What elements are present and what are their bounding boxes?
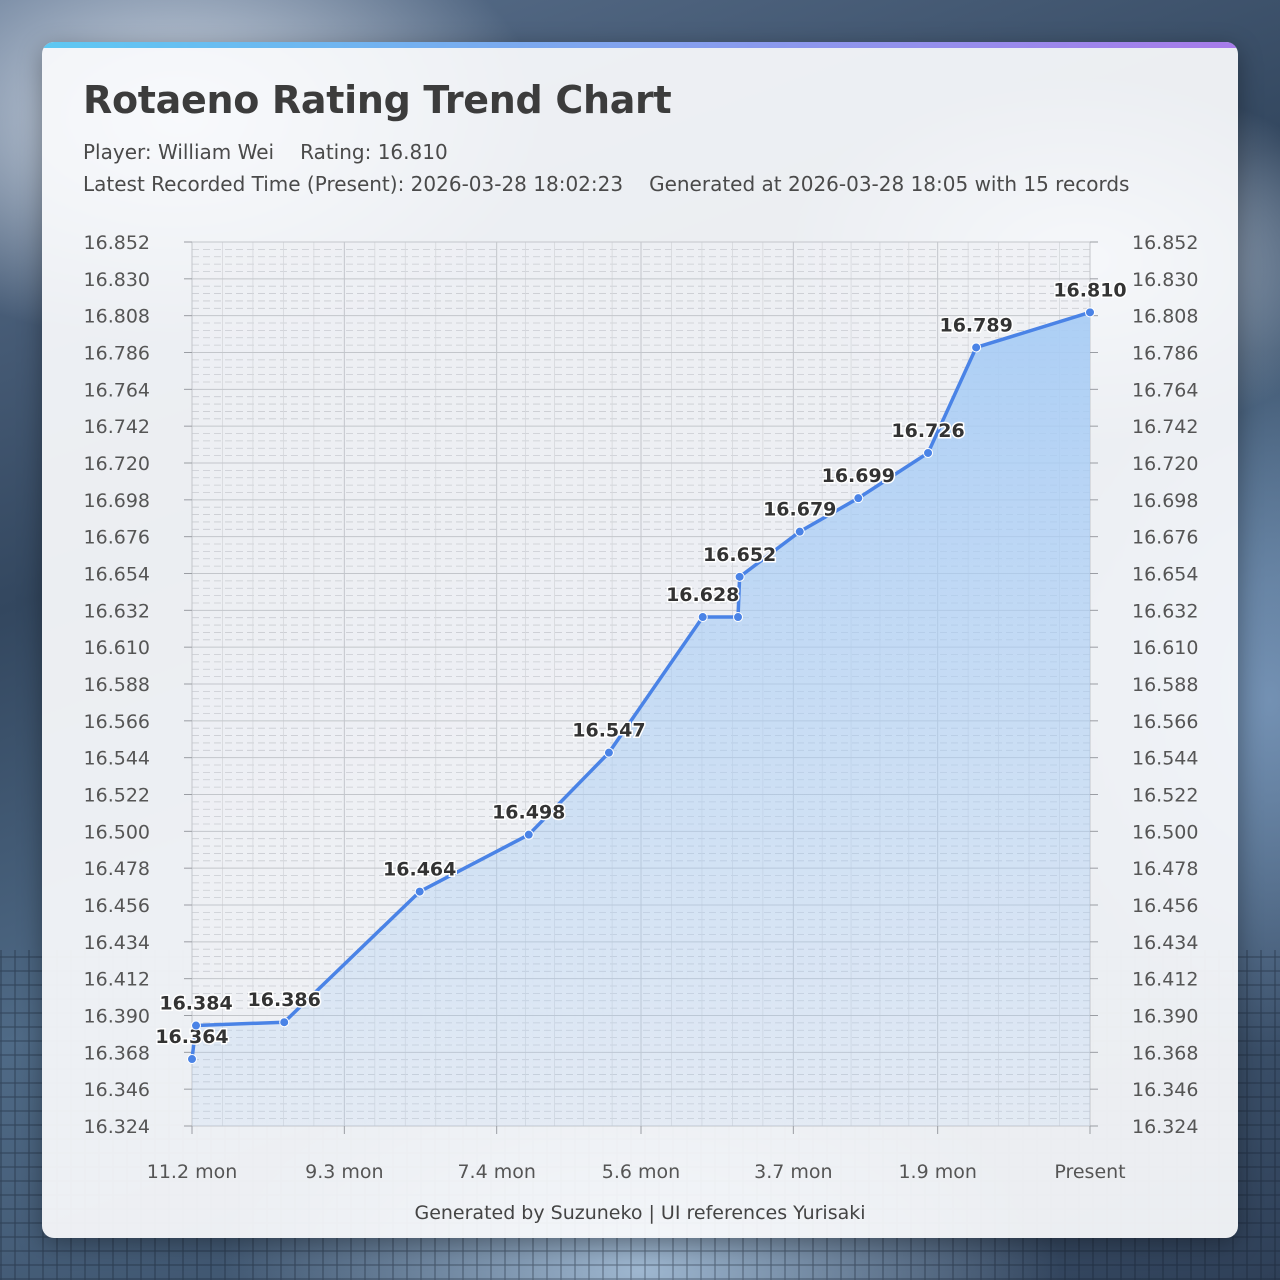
y-tick-label-right: 16.588 bbox=[1132, 674, 1198, 696]
data-label: 16.547 bbox=[572, 720, 645, 742]
y-tick-label-left: 16.676 bbox=[84, 527, 150, 549]
y-tick-label-right: 16.676 bbox=[1132, 527, 1198, 549]
y-tick-label-right: 16.456 bbox=[1132, 895, 1198, 917]
player-info-line: Player: William Wei Rating: 16.810 bbox=[83, 140, 448, 164]
data-point bbox=[191, 1020, 202, 1031]
data-label: 16.789 bbox=[939, 314, 1012, 336]
y-tick-label-right: 16.852 bbox=[1132, 232, 1198, 254]
y-tick-label-left: 16.610 bbox=[84, 637, 150, 659]
y-tick-label-right: 16.698 bbox=[1132, 490, 1198, 512]
y-tick-label-left: 16.786 bbox=[84, 343, 150, 365]
y-tick-label-left: 16.764 bbox=[84, 379, 150, 401]
y-tick-label-right: 16.566 bbox=[1132, 711, 1198, 733]
y-tick-label-left: 16.830 bbox=[84, 269, 150, 291]
y-tick-label-left: 16.544 bbox=[84, 748, 150, 770]
data-point bbox=[971, 342, 982, 353]
y-tick-label-right: 16.764 bbox=[1132, 379, 1198, 401]
data-label: 16.628 bbox=[666, 584, 739, 606]
x-tick-label: 3.7 mon bbox=[754, 1161, 832, 1183]
y-tick-label-left: 16.390 bbox=[84, 1006, 150, 1028]
y-tick-label-right: 16.632 bbox=[1132, 600, 1198, 622]
y-tick-label-left: 16.346 bbox=[84, 1079, 150, 1101]
rating-label: Rating: 16.810 bbox=[300, 140, 448, 164]
y-tick-label-left: 16.654 bbox=[84, 564, 150, 586]
y-tick-label-right: 16.610 bbox=[1132, 637, 1198, 659]
data-label: 16.498 bbox=[492, 802, 565, 824]
series-line bbox=[190, 310, 1091, 1060]
player-label: Player: William Wei bbox=[83, 140, 275, 164]
x-tick-label: 7.4 mon bbox=[457, 1161, 535, 1183]
y-tick-label-left: 16.434 bbox=[84, 932, 150, 954]
data-point bbox=[794, 526, 805, 537]
data-label: 16.726 bbox=[891, 420, 964, 442]
y-tick-label-left: 16.808 bbox=[84, 306, 150, 328]
generated-label: Generated at 2026-03-28 18:05 with 15 re… bbox=[649, 172, 1130, 196]
data-point bbox=[734, 571, 745, 582]
data-point bbox=[523, 829, 534, 840]
chart-title: Rotaeno Rating Trend Chart bbox=[83, 78, 672, 122]
data-point bbox=[853, 493, 864, 504]
y-tick-label-right: 16.390 bbox=[1132, 1006, 1198, 1028]
y-tick-label-right: 16.324 bbox=[1132, 1116, 1198, 1138]
y-tick-label-left: 16.522 bbox=[84, 785, 150, 807]
y-tick-label-left: 16.742 bbox=[84, 416, 150, 438]
axis-ticks bbox=[184, 241, 1098, 1134]
area-fill bbox=[192, 312, 1090, 1126]
y-tick-label-right: 16.786 bbox=[1132, 343, 1198, 365]
x-tick-label: 1.9 mon bbox=[898, 1161, 976, 1183]
y-tick-label-left: 16.478 bbox=[84, 858, 150, 880]
y-tick-label-right: 16.346 bbox=[1132, 1079, 1198, 1101]
data-label: 16.384 bbox=[159, 993, 232, 1015]
y-tick-label-left: 16.566 bbox=[84, 711, 150, 733]
data-label: 16.810 bbox=[1053, 279, 1126, 301]
x-tick-label: 5.6 mon bbox=[602, 1161, 680, 1183]
time-info-line: Latest Recorded Time (Present): 2026-03-… bbox=[83, 172, 1129, 196]
y-tick-label-right: 16.830 bbox=[1132, 269, 1198, 291]
y-tick-label-left: 16.324 bbox=[84, 1116, 150, 1138]
data-label: 16.652 bbox=[703, 544, 776, 566]
y-tick-label-right: 16.654 bbox=[1132, 564, 1198, 586]
data-point bbox=[1085, 307, 1095, 318]
accent-bar bbox=[42, 42, 1238, 48]
y-tick-label-left: 16.412 bbox=[84, 969, 150, 991]
y-tick-label-left: 16.456 bbox=[84, 895, 150, 917]
y-tick-label-left: 16.588 bbox=[84, 674, 150, 696]
y-tick-label-right: 16.544 bbox=[1132, 748, 1198, 770]
y-tick-label-left: 16.698 bbox=[84, 490, 150, 512]
data-label: 16.679 bbox=[763, 499, 836, 521]
data-point bbox=[733, 612, 744, 623]
data-point bbox=[187, 1054, 197, 1065]
chart-card: Rotaeno Rating Trend Chart Player: Willi… bbox=[42, 42, 1238, 1238]
y-tick-label-left: 16.500 bbox=[84, 821, 150, 843]
y-tick-label-left: 16.632 bbox=[84, 600, 150, 622]
rating-line-chart: 16.852 16.852 16.830 16.830 16.808 16.808 16.7… bbox=[84, 232, 1199, 1183]
y-tick-label-left: 16.368 bbox=[84, 1042, 150, 1064]
footer-credit: Generated by Suzuneko | UI references Yu… bbox=[414, 1202, 866, 1224]
y-tick-label-right: 16.500 bbox=[1132, 821, 1198, 843]
x-tick-label: 11.2 mon bbox=[147, 1161, 238, 1183]
data-label: 16.386 bbox=[248, 989, 321, 1011]
latest-time-label: Latest Recorded Time (Present): 2026-03-… bbox=[83, 172, 624, 196]
y-tick-label-right: 16.412 bbox=[1132, 969, 1198, 991]
y-tick-label-right: 16.478 bbox=[1132, 858, 1198, 880]
y-tick-label-right: 16.808 bbox=[1132, 306, 1198, 328]
data-point bbox=[923, 447, 934, 458]
data-label: 16.464 bbox=[383, 859, 456, 881]
data-label: 16.699 bbox=[822, 465, 895, 487]
y-tick-label-right: 16.720 bbox=[1132, 453, 1198, 475]
y-tick-label-right: 16.434 bbox=[1132, 932, 1198, 954]
data-point bbox=[414, 886, 425, 897]
x-tick-label: 9.3 mon bbox=[305, 1161, 383, 1183]
data-point bbox=[603, 747, 614, 758]
x-tick-label: Present bbox=[1054, 1161, 1125, 1183]
data-label: 16.364 bbox=[155, 1026, 228, 1048]
y-tick-label-left: 16.852 bbox=[84, 232, 150, 254]
y-tick-label-right: 16.742 bbox=[1132, 416, 1198, 438]
data-point bbox=[279, 1017, 290, 1028]
y-tick-label-right: 16.522 bbox=[1132, 785, 1198, 807]
y-tick-label-right: 16.368 bbox=[1132, 1042, 1198, 1064]
y-tick-label-left: 16.720 bbox=[84, 453, 150, 475]
data-point bbox=[697, 612, 708, 623]
